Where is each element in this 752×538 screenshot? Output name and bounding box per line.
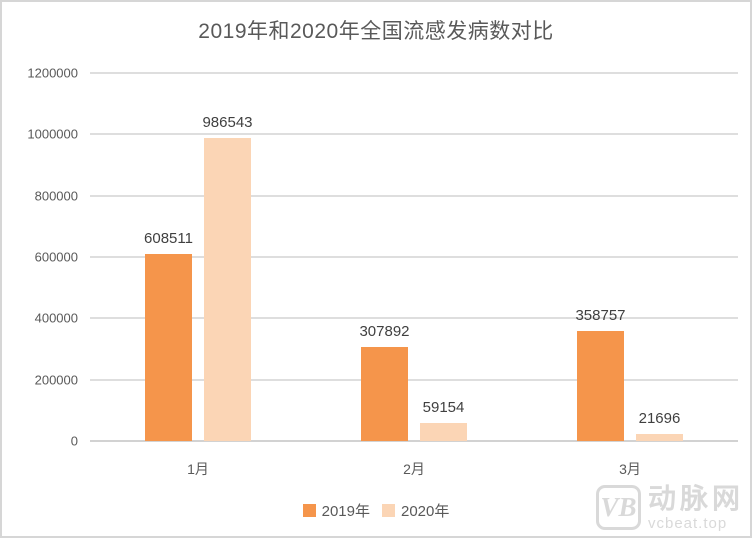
vcbeat-logo-monogram: VB [600,492,637,522]
legend-swatch-icon [302,504,316,517]
x-axis: 1月 2月 3月 [90,451,738,477]
x-tick-label: 1月 [187,461,209,477]
y-tick-label: 1000000 [27,126,78,142]
y-tick-label: 0 [70,433,78,449]
watermark-url: vcbeat.top [647,515,728,532]
chart-title: 2019年和2020年全国流感发病数对比 [198,20,554,43]
legend-item-2020年: 2020年 [382,500,449,521]
x-tick-label: 2月 [403,461,425,477]
watermark-brand-name: 动脉网 [647,483,744,514]
bar-2019年-2月 [361,346,408,441]
x-tick-label: 3月 [619,461,641,477]
y-tick-label: 800000 [34,188,78,204]
x-axis-line [90,440,738,442]
bar-value-label: 608511 [144,230,193,248]
y-tick-label: 600000 [34,249,78,265]
watermark-text: 动脉网 vcbeat.top [647,483,744,532]
gridline [90,317,738,320]
bar-value-label: 358757 [575,306,626,324]
vcbeat-logo-icon: VB [595,485,641,530]
legend-item-2019年: 2019年 [302,500,370,521]
gridline [90,72,738,74]
legend-label: 2020年 [401,503,450,520]
bar-2020年-2月 [420,422,467,441]
gridline [90,133,738,136]
bar-value-label: 21696 [638,410,681,428]
legend: 2019年 2020年 [2,500,750,521]
gridline [90,378,738,381]
gridline [90,256,738,258]
bar-value-label: 986543 [202,114,253,132]
y-axis: 0 200000 400000 600000 800000 1000000 1200000 [2,66,78,449]
legend-label: 2019年 [321,503,370,520]
watermark: VB 动脉网 vcbeat.top [595,483,744,532]
y-tick-label: 400000 [34,310,78,326]
bar-2019年-1月 [145,254,192,441]
y-tick-label: 1200000 [27,65,78,81]
gridline [90,194,738,197]
y-tick-label: 200000 [34,372,78,388]
bar-2019年-3月 [576,330,624,441]
bar-2020年-3月 [635,434,683,441]
bar-2020年-1月 [204,138,251,441]
plot-area: 608511 986543 307892 59154 358757 21696 [90,72,738,442]
legend-swatch-icon [382,504,395,517]
bar-value-label: 59154 [422,398,465,416]
bar-value-label: 307892 [359,322,410,340]
